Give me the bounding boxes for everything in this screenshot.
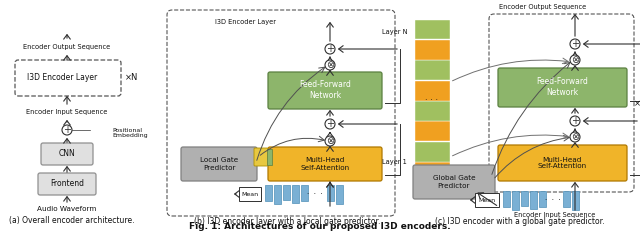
Bar [327, 185, 334, 201]
Bar [283, 185, 290, 200]
Circle shape [325, 44, 335, 54]
Text: Multi-Head
Self-Attention: Multi-Head Self-Attention [300, 158, 349, 170]
Text: Fig. 1: Architectures of our proposed I3D encoders.: Fig. 1: Architectures of our proposed I3… [189, 222, 451, 231]
Bar [475, 193, 499, 207]
Text: Multi-Head
Self-Attention: Multi-Head Self-Attention [538, 156, 587, 169]
Circle shape [325, 60, 335, 70]
Text: Feed-Forward
Network: Feed-Forward Network [299, 80, 351, 100]
Bar [415, 142, 450, 162]
Text: ·  ·  ·: · · · [307, 191, 323, 197]
Text: Local Gate
Predictor: Local Gate Predictor [200, 158, 238, 170]
Bar [265, 185, 272, 201]
FancyBboxPatch shape [38, 173, 96, 195]
Bar [274, 185, 281, 204]
Bar [503, 191, 510, 207]
Text: Mean: Mean [479, 197, 495, 202]
FancyBboxPatch shape [498, 68, 627, 107]
Text: Encoder Input Sequence: Encoder Input Sequence [26, 109, 108, 115]
Text: CNN: CNN [59, 150, 76, 159]
Text: Encoder Output Sequence: Encoder Output Sequence [499, 4, 587, 10]
Text: Encoder Output Sequence: Encoder Output Sequence [24, 44, 111, 50]
Text: (c) I3D encoder with a global gate predictor.: (c) I3D encoder with a global gate predi… [435, 217, 605, 225]
Text: ⊗: ⊗ [326, 60, 334, 70]
Text: Global Gate
Predictor: Global Gate Predictor [433, 176, 476, 188]
Bar [292, 185, 299, 203]
Bar [521, 191, 528, 206]
Bar [572, 191, 579, 210]
Text: Layer N: Layer N [381, 29, 407, 35]
FancyBboxPatch shape [254, 148, 268, 166]
Text: (b) I3D encoder layer with a local gate predictor.: (b) I3D encoder layer with a local gate … [194, 217, 380, 225]
Circle shape [570, 132, 580, 142]
Bar [301, 185, 308, 201]
Text: (a) Overall encoder architecture.: (a) Overall encoder architecture. [9, 217, 135, 225]
FancyBboxPatch shape [268, 147, 382, 181]
Bar [563, 191, 570, 207]
Text: ⊗: ⊗ [571, 55, 579, 65]
Text: ×N: ×N [125, 73, 138, 82]
Text: I3D Encoder Layer: I3D Encoder Layer [215, 19, 276, 25]
FancyBboxPatch shape [181, 147, 257, 181]
Text: Mean: Mean [241, 191, 259, 196]
Text: +: + [571, 116, 579, 126]
Text: +: + [63, 125, 71, 135]
FancyBboxPatch shape [413, 165, 495, 199]
Bar [267, 149, 272, 165]
Text: ·  ·  ·: · · · [545, 197, 561, 203]
Circle shape [325, 136, 335, 146]
Bar [415, 19, 450, 39]
Text: +: + [326, 119, 334, 129]
Bar [539, 191, 546, 207]
Text: +: + [571, 39, 579, 49]
Bar [239, 187, 261, 201]
Text: ×N: ×N [634, 99, 640, 108]
Text: Layer 1: Layer 1 [382, 159, 407, 165]
Circle shape [325, 119, 335, 129]
Text: I3D Encoder Layer: I3D Encoder Layer [27, 73, 97, 82]
Text: · · ·: · · · [426, 96, 438, 105]
Bar [415, 60, 450, 80]
FancyBboxPatch shape [268, 72, 382, 109]
Text: +: + [326, 44, 334, 54]
Text: Audio Waveform: Audio Waveform [37, 206, 97, 212]
Circle shape [570, 116, 580, 126]
Bar [415, 162, 450, 182]
Bar [415, 40, 450, 60]
Text: Positional
Embedding: Positional Embedding [112, 128, 148, 138]
Circle shape [62, 125, 72, 135]
Bar [415, 101, 450, 121]
Circle shape [570, 55, 580, 65]
Bar [415, 121, 450, 141]
FancyBboxPatch shape [41, 143, 93, 165]
Bar [512, 191, 519, 210]
Text: ⊗: ⊗ [571, 132, 579, 142]
Text: ⊗: ⊗ [326, 136, 334, 146]
Circle shape [570, 39, 580, 49]
Bar [530, 191, 537, 209]
FancyBboxPatch shape [498, 145, 627, 181]
Bar [336, 185, 343, 204]
Bar [415, 81, 450, 100]
Text: Feed-Forward
Network: Feed-Forward Network [536, 77, 588, 97]
Text: Encoder Input Sequence: Encoder Input Sequence [515, 212, 596, 218]
Text: Frontend: Frontend [50, 179, 84, 188]
